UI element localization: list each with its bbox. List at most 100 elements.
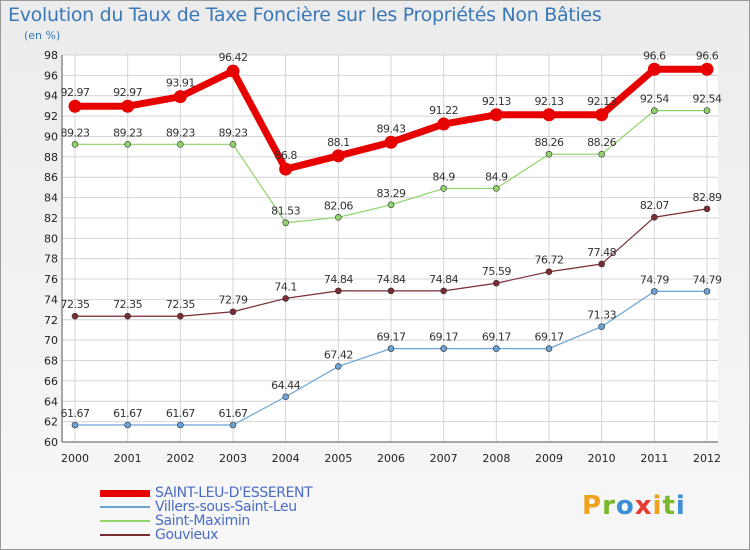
data-label: 69.17 bbox=[535, 331, 564, 344]
chart-title: Evolution du Taux de Taxe Foncière sur l… bbox=[8, 4, 602, 26]
data-point bbox=[387, 287, 395, 295]
y-tick-label: 70 bbox=[44, 334, 58, 347]
data-point bbox=[598, 150, 605, 158]
x-tick-label: 2008 bbox=[482, 452, 510, 465]
series-lines bbox=[68, 62, 714, 429]
x-tick-label: 2012 bbox=[693, 452, 721, 465]
data-point bbox=[493, 345, 500, 352]
logo-letter: i bbox=[652, 491, 663, 521]
legend-swatch bbox=[100, 520, 150, 522]
data-point bbox=[703, 205, 711, 213]
data-point bbox=[282, 295, 289, 302]
data-label: 92.13 bbox=[535, 95, 564, 108]
data-point bbox=[493, 185, 500, 192]
data-point bbox=[542, 108, 556, 122]
x-tick-label: 2001 bbox=[114, 452, 142, 465]
legend-item: Saint-Maximin bbox=[100, 513, 312, 529]
y-tick-label: 64 bbox=[44, 395, 58, 408]
x-tick-label: 2007 bbox=[430, 452, 458, 465]
data-label: 82.89 bbox=[693, 191, 722, 204]
y-tick-label: 74 bbox=[44, 293, 58, 306]
data-label: 61.67 bbox=[113, 407, 142, 420]
data-label: 86.8 bbox=[274, 149, 297, 162]
data-label: 82.07 bbox=[640, 199, 669, 212]
data-label: 81.53 bbox=[271, 205, 300, 218]
data-labels: 89.23 89.23 89.23 89.23 81.53 82.06 83.29 84.9 8… bbox=[61, 49, 723, 420]
data-label: 61.67 bbox=[61, 407, 90, 420]
data-label: 96.6 bbox=[696, 49, 719, 62]
data-point bbox=[545, 345, 553, 352]
y-tick-label: 68 bbox=[44, 355, 58, 368]
data-label: 72.35 bbox=[166, 298, 195, 311]
data-label: 89.43 bbox=[377, 122, 406, 135]
x-tick-label: 2011 bbox=[640, 452, 668, 465]
y-tick-label: 98 bbox=[44, 49, 58, 62]
x-tick-label: 2004 bbox=[272, 452, 300, 465]
data-label: 89.23 bbox=[61, 126, 90, 139]
data-point bbox=[173, 90, 187, 104]
data-label: 96.6 bbox=[643, 49, 666, 62]
data-label: 69.17 bbox=[482, 331, 511, 344]
data-point bbox=[700, 62, 714, 76]
data-point bbox=[229, 421, 237, 429]
data-label: 74.84 bbox=[377, 273, 406, 286]
axes: 60 62 64 66 68 70 72 74 76 78 80 82 84 86 88 90 92 94 96 98… bbox=[44, 49, 721, 465]
legend-label: Gouvieux bbox=[155, 527, 219, 543]
y-tick-label: 78 bbox=[44, 253, 58, 266]
y-tick-label: 66 bbox=[44, 375, 58, 388]
unit-label: (en %) bbox=[24, 29, 61, 42]
data-point bbox=[387, 201, 395, 209]
data-point bbox=[177, 312, 184, 320]
data-label: 61.67 bbox=[219, 407, 248, 420]
x-tick-label: 2003 bbox=[219, 452, 247, 465]
data-label: 74.79 bbox=[640, 273, 669, 286]
data-label: 92.97 bbox=[61, 86, 90, 99]
data-point bbox=[595, 108, 609, 122]
data-point bbox=[545, 268, 553, 276]
data-label: 76.72 bbox=[535, 254, 564, 267]
y-tick-label: 84 bbox=[44, 192, 58, 205]
x-tick-label: 2000 bbox=[61, 452, 89, 465]
data-point bbox=[124, 141, 131, 148]
data-label: 88.1 bbox=[327, 136, 350, 149]
data-point bbox=[440, 287, 447, 295]
data-point bbox=[651, 107, 658, 114]
data-point bbox=[703, 288, 711, 295]
data-point bbox=[440, 345, 447, 352]
data-point bbox=[703, 107, 711, 114]
logo-letter: i bbox=[675, 491, 686, 521]
data-point bbox=[279, 162, 293, 176]
data-label: 72.79 bbox=[219, 294, 248, 307]
data-point bbox=[598, 323, 605, 330]
y-tick-label: 86 bbox=[44, 171, 58, 184]
x-tick-label: 2002 bbox=[166, 452, 194, 465]
data-label: 74.84 bbox=[324, 273, 353, 286]
data-point bbox=[647, 62, 661, 76]
data-point bbox=[124, 421, 131, 429]
data-label: 74.84 bbox=[429, 273, 458, 286]
legend-label: SAINT-LEU-D'ESSERENT bbox=[155, 485, 313, 501]
y-tick-label: 82 bbox=[44, 212, 58, 225]
legend-swatch bbox=[100, 489, 150, 497]
data-label: 84.9 bbox=[485, 170, 508, 183]
legend-item: Gouvieux bbox=[100, 527, 312, 543]
logo-letter: P bbox=[582, 491, 603, 521]
data-label: 74.1 bbox=[274, 280, 297, 293]
data-point bbox=[335, 363, 342, 370]
y-tick-label: 62 bbox=[44, 416, 58, 429]
data-point bbox=[71, 421, 79, 429]
data-label: 83.29 bbox=[377, 187, 406, 200]
data-label: 96.42 bbox=[219, 51, 248, 64]
logo-letter: r bbox=[602, 491, 616, 521]
data-point bbox=[651, 288, 658, 295]
data-label: 92.13 bbox=[482, 95, 511, 108]
data-point bbox=[387, 345, 395, 352]
data-point bbox=[177, 421, 184, 429]
data-point bbox=[440, 185, 447, 192]
data-point bbox=[71, 141, 79, 148]
data-label: 92.97 bbox=[113, 86, 142, 99]
data-label: 93.91 bbox=[166, 77, 195, 90]
data-label: 89.23 bbox=[166, 126, 195, 139]
proxiti-logo: Proxiti bbox=[582, 491, 686, 521]
